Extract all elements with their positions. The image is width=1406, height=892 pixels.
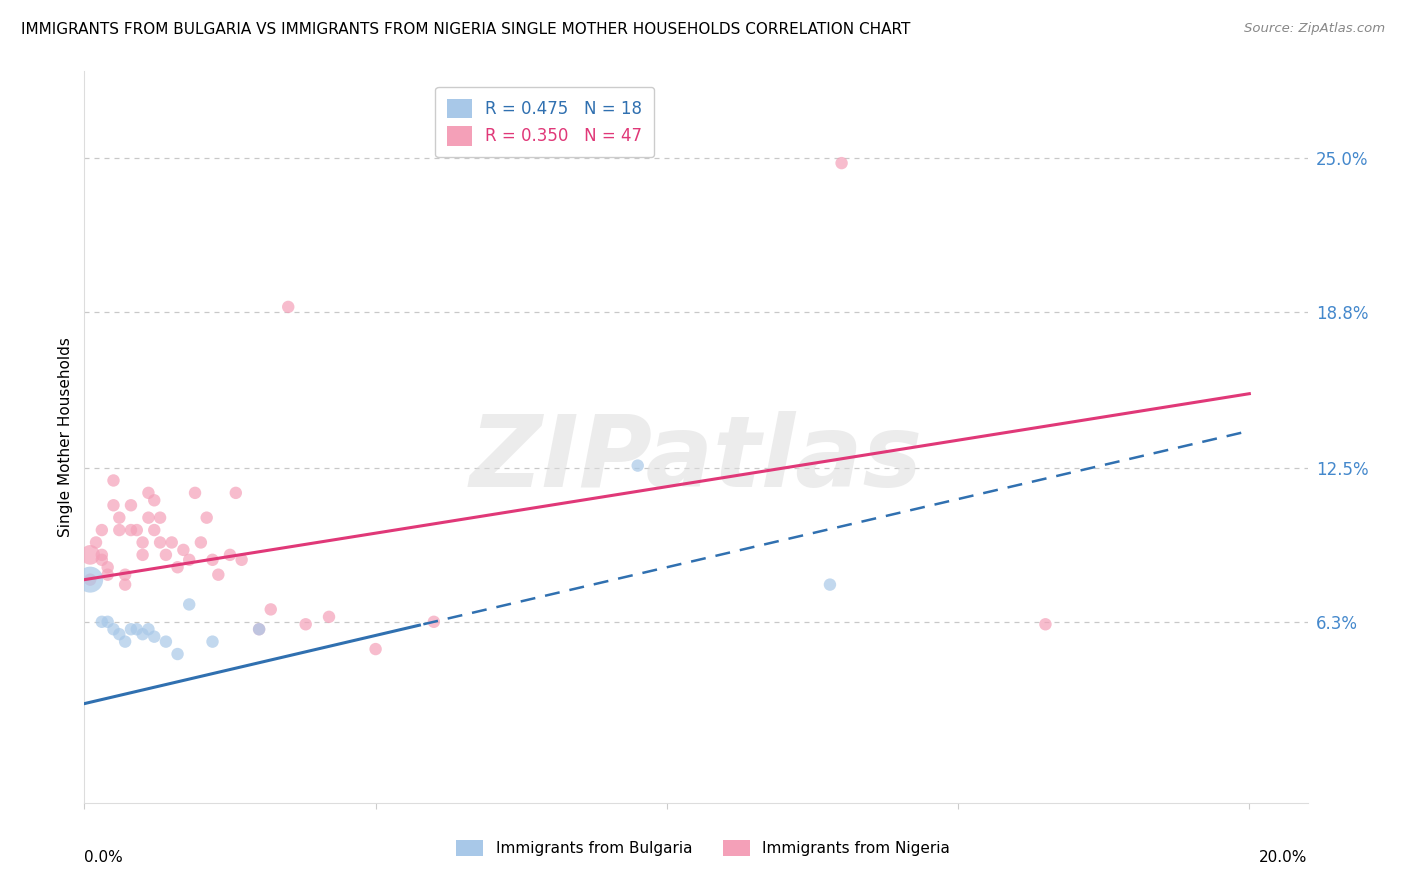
Point: [143, 493, 166, 508]
Point: [120, 523, 142, 537]
Point: [247, 622, 270, 636]
Text: Source: ZipAtlas.com: Source: ZipAtlas.com: [1244, 22, 1385, 36]
Point: [260, 602, 283, 616]
Point: [97, 615, 120, 629]
Point: [90, 523, 112, 537]
Point: [120, 622, 142, 636]
Point: [155, 634, 177, 648]
Text: 20.0%: 20.0%: [1260, 850, 1308, 865]
Point: [125, 622, 148, 636]
Point: [318, 610, 340, 624]
Point: [1035, 617, 1057, 632]
Point: [90, 548, 112, 562]
Point: [225, 486, 247, 500]
Legend: R = 0.475   N = 18, R = 0.350   N = 47: R = 0.475 N = 18, R = 0.350 N = 47: [436, 87, 654, 157]
Point: [627, 458, 650, 473]
Point: [149, 510, 172, 524]
Point: [114, 577, 136, 591]
Point: [247, 622, 270, 636]
Point: [172, 542, 194, 557]
Text: 0.0%: 0.0%: [84, 850, 124, 865]
Point: [114, 567, 136, 582]
Point: [131, 548, 153, 562]
Point: [90, 615, 112, 629]
Point: [155, 548, 177, 562]
Text: IMMIGRANTS FROM BULGARIA VS IMMIGRANTS FROM NIGERIA SINGLE MOTHER HOUSEHOLDS COR: IMMIGRANTS FROM BULGARIA VS IMMIGRANTS F…: [21, 22, 911, 37]
Point: [108, 523, 131, 537]
Point: [195, 510, 218, 524]
Point: [84, 535, 107, 549]
Y-axis label: Single Mother Households: Single Mother Households: [58, 337, 73, 537]
Point: [97, 567, 120, 582]
Point: [423, 615, 446, 629]
Point: [79, 548, 101, 562]
Point: [97, 560, 120, 574]
Point: [179, 598, 201, 612]
Point: [79, 573, 101, 587]
Point: [190, 535, 212, 549]
Point: [831, 156, 853, 170]
Point: [166, 647, 188, 661]
Point: [90, 553, 112, 567]
Point: [818, 577, 841, 591]
Point: [108, 627, 131, 641]
Point: [219, 548, 242, 562]
Point: [103, 474, 125, 488]
Legend: Immigrants from Bulgaria, Immigrants from Nigeria: Immigrants from Bulgaria, Immigrants fro…: [450, 834, 956, 862]
Point: [138, 510, 160, 524]
Point: [277, 300, 299, 314]
Point: [294, 617, 316, 632]
Point: [120, 498, 142, 512]
Point: [149, 535, 172, 549]
Point: [143, 523, 166, 537]
Point: [103, 498, 125, 512]
Point: [138, 622, 160, 636]
Point: [114, 634, 136, 648]
Point: [108, 510, 131, 524]
Point: [364, 642, 387, 657]
Point: [125, 523, 148, 537]
Point: [138, 486, 160, 500]
Point: [231, 553, 253, 567]
Point: [79, 573, 101, 587]
Point: [184, 486, 207, 500]
Point: [131, 535, 153, 549]
Text: ZIPatlas: ZIPatlas: [470, 410, 922, 508]
Point: [160, 535, 183, 549]
Point: [131, 627, 153, 641]
Point: [201, 634, 224, 648]
Point: [143, 630, 166, 644]
Point: [201, 553, 224, 567]
Point: [166, 560, 188, 574]
Point: [103, 622, 125, 636]
Point: [207, 567, 229, 582]
Point: [179, 553, 201, 567]
